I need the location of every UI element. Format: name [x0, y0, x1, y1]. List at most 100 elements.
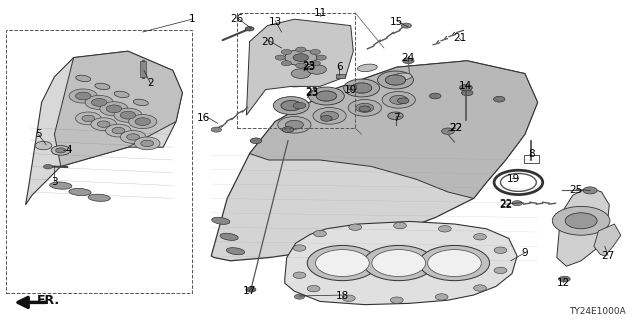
Circle shape: [474, 234, 486, 240]
Text: 22: 22: [499, 199, 512, 209]
Ellipse shape: [76, 75, 91, 82]
Circle shape: [293, 245, 306, 251]
Text: 20: 20: [261, 36, 274, 47]
Text: 25: 25: [570, 185, 582, 196]
Circle shape: [429, 93, 441, 99]
Circle shape: [428, 250, 481, 276]
Circle shape: [494, 247, 507, 253]
Ellipse shape: [220, 233, 238, 240]
Ellipse shape: [358, 64, 377, 72]
Ellipse shape: [392, 73, 412, 81]
Circle shape: [512, 201, 522, 206]
Circle shape: [106, 105, 122, 113]
Circle shape: [82, 115, 95, 122]
Text: 5: 5: [35, 129, 42, 140]
Circle shape: [51, 146, 70, 155]
Circle shape: [316, 91, 337, 101]
Circle shape: [348, 100, 381, 116]
Text: 8: 8: [528, 148, 534, 159]
Circle shape: [285, 50, 317, 66]
Ellipse shape: [114, 91, 129, 98]
Circle shape: [394, 222, 406, 229]
Ellipse shape: [227, 248, 244, 255]
Circle shape: [285, 120, 303, 129]
Circle shape: [565, 213, 597, 229]
Circle shape: [378, 71, 413, 89]
Text: 7: 7: [394, 113, 400, 124]
Circle shape: [76, 92, 91, 100]
Circle shape: [97, 121, 110, 127]
Polygon shape: [26, 51, 182, 205]
Circle shape: [100, 102, 128, 116]
Circle shape: [56, 148, 66, 153]
Text: 22: 22: [499, 200, 512, 210]
Circle shape: [461, 90, 473, 96]
Text: 9: 9: [522, 248, 528, 258]
Text: 23: 23: [306, 88, 319, 98]
Text: 21: 21: [453, 33, 466, 44]
Ellipse shape: [288, 79, 307, 87]
Circle shape: [316, 55, 326, 60]
Bar: [336, 74, 345, 78]
Text: 12: 12: [557, 278, 570, 288]
Circle shape: [321, 116, 332, 121]
Circle shape: [293, 102, 306, 109]
Circle shape: [69, 89, 97, 103]
Text: 11: 11: [314, 8, 326, 18]
Circle shape: [106, 124, 131, 137]
Circle shape: [35, 141, 52, 150]
Circle shape: [296, 47, 306, 52]
Bar: [140, 61, 146, 77]
Text: 4: 4: [66, 145, 72, 156]
Circle shape: [293, 54, 308, 61]
Circle shape: [559, 276, 570, 282]
Text: 27: 27: [602, 251, 614, 261]
Circle shape: [275, 55, 285, 60]
Circle shape: [390, 95, 408, 104]
Circle shape: [294, 294, 305, 299]
Circle shape: [493, 96, 505, 102]
Polygon shape: [250, 61, 538, 198]
Bar: [348, 85, 356, 89]
Circle shape: [310, 49, 321, 54]
Circle shape: [401, 23, 412, 28]
Text: 18: 18: [336, 291, 349, 301]
Ellipse shape: [212, 217, 230, 224]
Text: 13: 13: [269, 17, 282, 28]
Circle shape: [281, 49, 291, 54]
Circle shape: [494, 267, 507, 274]
Ellipse shape: [323, 71, 342, 79]
Text: 22: 22: [449, 123, 462, 133]
Circle shape: [460, 84, 472, 91]
Text: 10: 10: [344, 84, 357, 95]
Bar: [524, 155, 539, 163]
Circle shape: [307, 65, 326, 74]
Circle shape: [120, 111, 136, 119]
Circle shape: [129, 115, 157, 129]
Circle shape: [246, 287, 256, 292]
Circle shape: [135, 118, 150, 125]
Circle shape: [372, 250, 426, 276]
Circle shape: [321, 111, 339, 120]
Text: 1: 1: [189, 14, 195, 24]
Polygon shape: [557, 187, 609, 266]
Ellipse shape: [88, 194, 110, 201]
Circle shape: [474, 285, 486, 291]
Circle shape: [308, 87, 344, 105]
Circle shape: [307, 245, 378, 281]
Circle shape: [281, 100, 301, 111]
Text: 23: 23: [303, 62, 316, 72]
Ellipse shape: [133, 99, 148, 106]
Text: 3: 3: [51, 177, 58, 188]
Text: 26: 26: [230, 14, 243, 24]
Polygon shape: [285, 221, 517, 305]
Circle shape: [385, 75, 406, 85]
Text: 22: 22: [449, 123, 462, 133]
Circle shape: [112, 127, 125, 134]
Circle shape: [273, 97, 309, 115]
Text: 16: 16: [197, 113, 210, 124]
Text: 23: 23: [303, 61, 316, 71]
Circle shape: [349, 224, 362, 230]
Circle shape: [342, 295, 355, 301]
Circle shape: [307, 285, 320, 292]
